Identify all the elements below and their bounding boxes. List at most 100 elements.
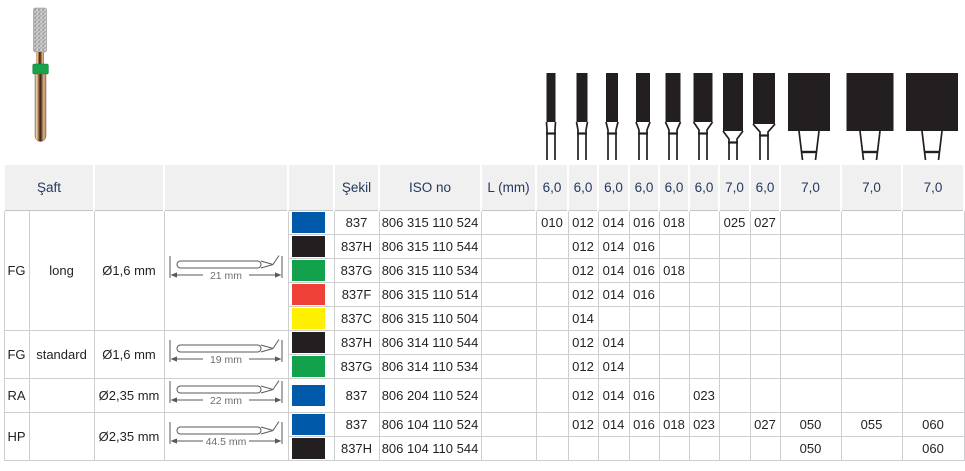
shank-length-label: 21 mm bbox=[210, 270, 242, 282]
l-mm-cell bbox=[480, 233, 537, 259]
shank-drawing-cell: 22 mm bbox=[163, 377, 289, 413]
shank-type-cell: RA bbox=[3, 377, 30, 413]
iso-no-cell: 806 315 110 534 bbox=[378, 257, 482, 283]
size-cell: 018 bbox=[658, 209, 690, 235]
bur-shape-icon bbox=[635, 73, 651, 160]
size-cell bbox=[658, 233, 690, 259]
shank-diameter-cell: Ø1,6 mm bbox=[93, 329, 165, 379]
size-cell bbox=[901, 281, 965, 307]
bur-shape-icon bbox=[605, 73, 619, 160]
bur-shape-icon bbox=[846, 73, 894, 161]
size-cell: 014 bbox=[597, 329, 630, 355]
size-cell bbox=[901, 305, 965, 331]
header-size-l-value: 6,0 bbox=[749, 163, 782, 211]
size-cell bbox=[535, 377, 569, 413]
bur-shank bbox=[34, 73, 47, 142]
size-cell: 014 bbox=[597, 411, 630, 437]
sekil-cell: 837F bbox=[333, 281, 380, 307]
sekil-cell: 837H bbox=[333, 233, 380, 259]
size-cell bbox=[901, 233, 965, 259]
size-cell: 014 bbox=[597, 233, 630, 259]
table-row: FG long Ø1,6 mm 21 mm 837 806 315 110 524 010 0… bbox=[3, 209, 965, 331]
table-row: FG standard Ø1,6 mm 19 mm 837H 806 314 110 54… bbox=[3, 329, 965, 379]
shank-drawing: 19 mm bbox=[167, 338, 285, 368]
header-size-l-value: 6,0 bbox=[658, 163, 691, 211]
size-cell bbox=[628, 329, 660, 355]
size-cell bbox=[597, 305, 630, 331]
header-size-l-value: 6,0 bbox=[597, 163, 631, 211]
bur-shape-icon bbox=[545, 73, 557, 160]
size-cell: 016 bbox=[628, 281, 660, 307]
shank-drawing: 22 mm bbox=[167, 379, 285, 409]
size-cell: 027 bbox=[749, 411, 781, 437]
table-row: RA Ø2,35 mm 22 mm 837 806 204 110 524 012 014 0… bbox=[3, 377, 965, 413]
table-row: 837C 806 315 110 504 014 bbox=[4, 305, 965, 331]
size-cell bbox=[901, 353, 965, 379]
bur-shape-icon bbox=[788, 73, 830, 161]
bur-diamond-head bbox=[33, 7, 47, 53]
iso-no-cell: 806 315 110 524 bbox=[378, 209, 482, 235]
size-cell bbox=[718, 233, 751, 259]
iso-no-cell: 806 315 110 514 bbox=[378, 281, 482, 307]
size-cell bbox=[688, 435, 720, 461]
table-row: 837H 806 315 110 544 012 014 016 bbox=[4, 233, 965, 259]
sekil-cell: 837H bbox=[333, 329, 380, 355]
shank-length-drawing: 44.5 mm bbox=[169, 420, 283, 448]
size-cell bbox=[535, 233, 569, 259]
size-cell bbox=[658, 353, 690, 379]
color-swatch-blue bbox=[291, 211, 325, 233]
color-code-cell bbox=[287, 305, 335, 331]
shank-length-label: 22 mm bbox=[210, 395, 242, 407]
shank-drawing-cell: 19 mm bbox=[163, 329, 289, 379]
header-sekil: Şekil bbox=[333, 163, 381, 211]
size-cell: 014 bbox=[597, 377, 630, 413]
size-cell bbox=[718, 411, 751, 437]
shank-type-cell: FG bbox=[3, 209, 30, 331]
shank-variant-cell bbox=[28, 411, 95, 461]
size-cell: 018 bbox=[658, 411, 690, 437]
size-cell: 012 bbox=[567, 377, 599, 413]
size-cell: 014 bbox=[567, 305, 599, 331]
color-swatch-yellow bbox=[291, 307, 325, 329]
size-cell bbox=[840, 353, 903, 379]
color-swatch-black bbox=[291, 331, 325, 353]
header-color-code bbox=[287, 163, 336, 211]
bur-pictogram bbox=[842, 68, 898, 163]
color-code-cell bbox=[287, 435, 335, 461]
sekil-cell: 837 bbox=[333, 209, 380, 235]
size-cell bbox=[901, 209, 965, 235]
table-row: HP Ø2,35 mm 44.5 mm 837 806 104 110 524 012 01… bbox=[3, 411, 965, 461]
shank-diameter-cell: Ø2,35 mm bbox=[93, 377, 165, 413]
size-cell: 014 bbox=[597, 281, 630, 307]
size-cell bbox=[658, 305, 690, 331]
size-cell bbox=[840, 435, 903, 461]
header-size-l-value: 6,0 bbox=[535, 163, 570, 211]
header-diameter bbox=[93, 163, 166, 211]
l-mm-cell bbox=[480, 209, 537, 235]
size-cell bbox=[628, 305, 660, 331]
color-code-cell bbox=[287, 281, 335, 307]
size-cell bbox=[658, 435, 690, 461]
size-cell: 010 bbox=[535, 209, 569, 235]
size-cell: 025 bbox=[718, 209, 751, 235]
size-cell: 012 bbox=[567, 281, 599, 307]
table-row: 837G 806 315 110 534 012 014 016 018 bbox=[4, 257, 965, 283]
size-cell bbox=[688, 281, 720, 307]
size-cell: 014 bbox=[597, 257, 630, 283]
size-cell bbox=[779, 257, 842, 283]
shank-length-drawing: 22 mm bbox=[169, 379, 283, 407]
table-row: 837G 806 314 110 534 012 014 bbox=[4, 353, 965, 379]
bur-pictogram bbox=[736, 68, 792, 163]
color-code-cell bbox=[287, 329, 335, 355]
shank-length-label: 19 mm bbox=[210, 354, 242, 366]
color-swatch-blue bbox=[291, 384, 325, 406]
header-size-l-value: 7,0 bbox=[718, 163, 752, 211]
size-cell bbox=[535, 257, 569, 283]
size-cell bbox=[901, 329, 965, 355]
shank-type-cell: FG bbox=[3, 329, 30, 379]
size-cell bbox=[718, 353, 751, 379]
size-cell: 012 bbox=[567, 353, 599, 379]
size-cell: 014 bbox=[597, 353, 630, 379]
size-cell bbox=[688, 233, 720, 259]
bur-pictogram bbox=[675, 68, 731, 163]
